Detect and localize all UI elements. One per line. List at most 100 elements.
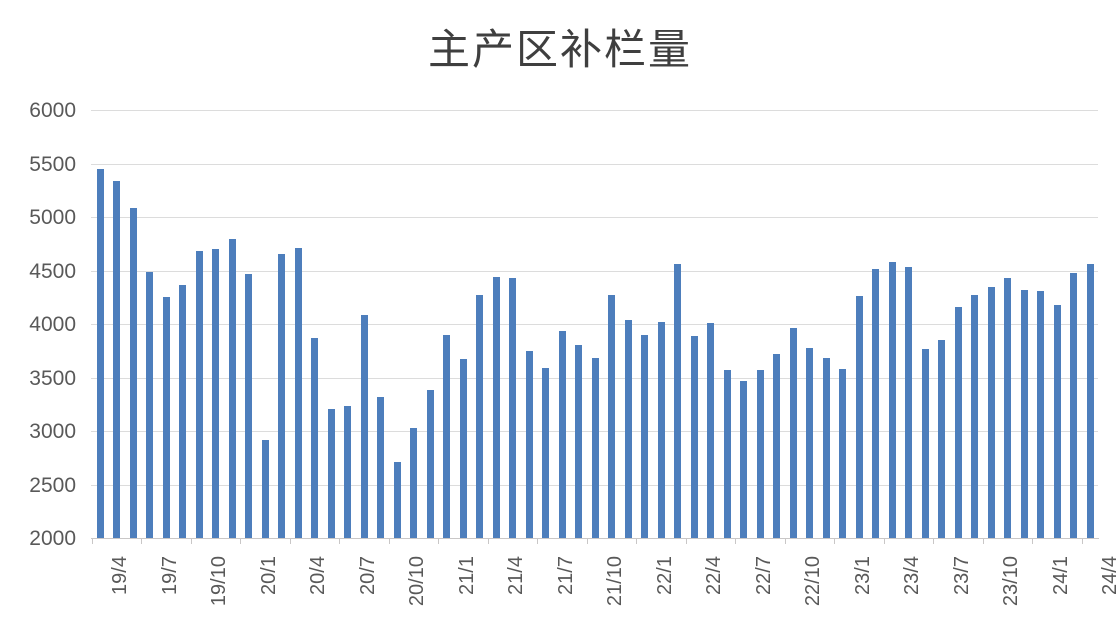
bar <box>542 367 549 538</box>
bar <box>641 334 648 538</box>
x-axis-tick-label: 23/10 <box>1000 556 1022 607</box>
bar <box>344 406 351 538</box>
x-axis-tick-label: 20/7 <box>356 556 379 595</box>
y-axis-tick-label: 5000 <box>29 206 76 229</box>
x-axis-tick-label: 22/1 <box>653 556 676 595</box>
x-axis-tick <box>289 538 291 544</box>
x-axis-line <box>91 538 1099 539</box>
bar <box>905 267 912 538</box>
x-axis-tick-label: 22/7 <box>752 556 775 595</box>
x-axis-tick-label: 20/1 <box>257 556 280 595</box>
x-axis-tick <box>339 538 341 544</box>
bar <box>212 249 219 538</box>
x-axis-tick-label: 23/1 <box>851 556 874 595</box>
x-axis-tick-label: 19/10 <box>208 556 230 607</box>
bar <box>822 358 830 538</box>
bar <box>888 261 896 538</box>
y-gridline <box>91 217 1098 218</box>
y-gridline <box>91 110 1098 111</box>
x-axis-tick-label: 20/10 <box>406 556 428 607</box>
bar <box>245 273 252 538</box>
bar <box>129 208 137 538</box>
bar <box>740 380 747 538</box>
x-axis-tick <box>834 538 836 544</box>
y-axis-tick-label: 4500 <box>29 259 76 283</box>
bar <box>872 269 879 538</box>
x-axis-tick <box>735 538 737 544</box>
bar <box>624 319 632 538</box>
bar <box>657 321 665 538</box>
bar <box>113 180 120 538</box>
bar <box>1037 290 1044 538</box>
bar <box>261 439 269 538</box>
bar <box>96 168 104 538</box>
bar <box>756 370 764 538</box>
bar <box>987 286 995 538</box>
x-axis-tick-label: 21/4 <box>505 556 527 595</box>
bar <box>179 285 186 538</box>
x-axis-tick <box>487 538 489 544</box>
chart-title: 主产区补栏量 <box>427 28 692 74</box>
x-axis-tick <box>438 538 440 544</box>
y-axis-tick-label: 3000 <box>29 420 76 443</box>
x-axis-tick-label: 24/4 <box>1099 556 1120 595</box>
bar <box>525 350 533 538</box>
bar <box>954 306 962 538</box>
bar <box>1070 272 1077 538</box>
bar <box>228 239 236 538</box>
y-axis-tick-label: 5500 <box>29 152 76 176</box>
bar <box>492 276 500 538</box>
bar <box>360 315 368 538</box>
x-axis-tick <box>685 538 687 544</box>
x-axis-tick <box>636 538 638 544</box>
bar <box>723 370 731 538</box>
bar <box>608 295 615 538</box>
bar <box>476 295 483 538</box>
x-axis-tick <box>141 538 143 544</box>
x-axis-tick-label: 24/1 <box>1049 556 1072 595</box>
x-axis-tick <box>240 538 242 544</box>
bar <box>1053 304 1061 538</box>
bar <box>806 347 813 538</box>
y-axis-tick-label: 4000 <box>29 313 76 336</box>
bar <box>558 331 566 538</box>
bar <box>690 335 698 538</box>
bar <box>393 462 401 538</box>
x-axis-tick <box>784 538 786 544</box>
bar <box>575 345 582 538</box>
x-axis-tick <box>1081 538 1083 544</box>
x-axis-tick-label: 21/1 <box>455 556 478 595</box>
bar <box>591 358 599 538</box>
x-axis-tick <box>190 538 192 544</box>
x-axis-tick-label: 23/7 <box>950 556 973 595</box>
bar <box>938 340 945 538</box>
bar <box>162 297 170 538</box>
x-axis-tick <box>388 538 390 544</box>
y-axis-tick-label: 2500 <box>29 473 76 497</box>
bar <box>278 254 285 538</box>
bar <box>410 427 417 538</box>
bar <box>426 390 434 538</box>
y-axis-tick-label: 6000 <box>29 99 76 122</box>
bar <box>971 295 978 538</box>
x-axis-tick-label: 19/4 <box>109 556 131 595</box>
bar <box>459 359 467 538</box>
x-axis-tick <box>537 538 539 544</box>
y-gridline <box>91 163 1098 165</box>
x-axis-tick <box>586 538 588 544</box>
x-axis-tick-label: 22/4 <box>703 556 725 595</box>
y-axis-tick-label: 3500 <box>29 366 76 390</box>
y-axis-tick-label: 2000 <box>29 527 76 550</box>
bar <box>1020 289 1028 538</box>
bar <box>773 353 780 538</box>
bar <box>146 271 153 538</box>
x-axis-tick-label: 21/10 <box>604 556 626 607</box>
x-axis-tick-label: 19/7 <box>158 556 181 595</box>
x-axis-tick <box>1032 538 1034 544</box>
bar <box>195 251 203 538</box>
bar <box>707 322 714 538</box>
x-axis-tick-label: 20/4 <box>307 556 329 595</box>
bar <box>294 248 302 538</box>
bar <box>311 337 318 538</box>
